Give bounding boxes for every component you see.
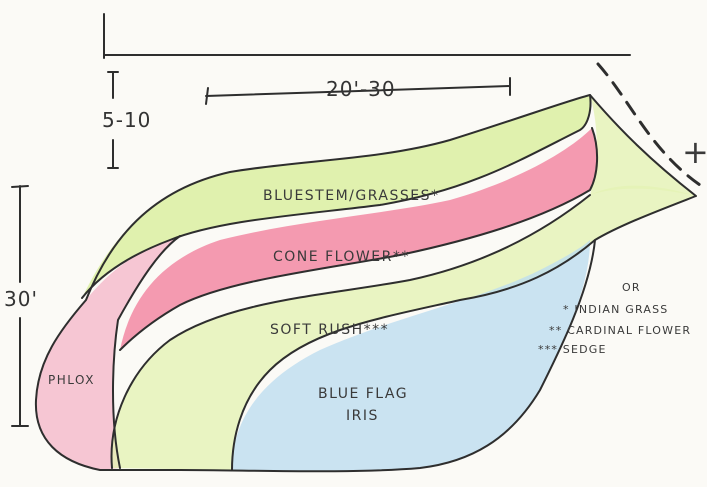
bed-label-softrush: SOFT RUSH*** (270, 322, 389, 338)
bed-outer-outline (34, 94, 697, 473)
bed-bluestem-region (82, 95, 591, 298)
height-dimension-label: 30' (4, 287, 38, 311)
bed-divider-4 (231, 239, 596, 471)
bed-divider-1 (81, 94, 592, 299)
bed-coneflower-region (120, 128, 598, 350)
bed-label-blueflag-line2: IRIS (346, 408, 379, 424)
bed-divider-phlox (112, 235, 181, 469)
bed-label-coneflower: CONE FLOWER** (273, 249, 410, 265)
width-dimension-line (205, 85, 511, 97)
bed-divider-3 (110, 194, 591, 469)
bed-blueflag-region (232, 240, 590, 472)
width-dimension-tick-left (205, 87, 209, 105)
legend-header: OR (622, 281, 641, 294)
plus-mark: + (682, 133, 707, 171)
bed-right-wedge (590, 95, 696, 196)
legend-item-cardinal-flower: ** CARDINAL FLOWER (549, 324, 691, 337)
legend-item-indian-grass: * INDIAN GRASS (563, 303, 668, 316)
width-dimension-label: 20'-30 (326, 77, 396, 101)
bed-label-blueflag-line1: BLUE FLAG (318, 386, 408, 402)
bed-label-bluestem: BLUESTEM/GRASSES* (263, 188, 439, 204)
bed-softrush-region (111, 185, 697, 471)
bed-divider-2 (119, 127, 599, 351)
dashed-arc (596, 62, 702, 187)
height-dimension-top-tick (11, 185, 29, 188)
depth-dimension-label: 5-10 (102, 108, 151, 132)
bed-label-phlox: PHLOX (48, 373, 95, 387)
legend-item-sedge: *** SEDGE (538, 343, 607, 356)
bed-phlox-region (35, 236, 180, 470)
